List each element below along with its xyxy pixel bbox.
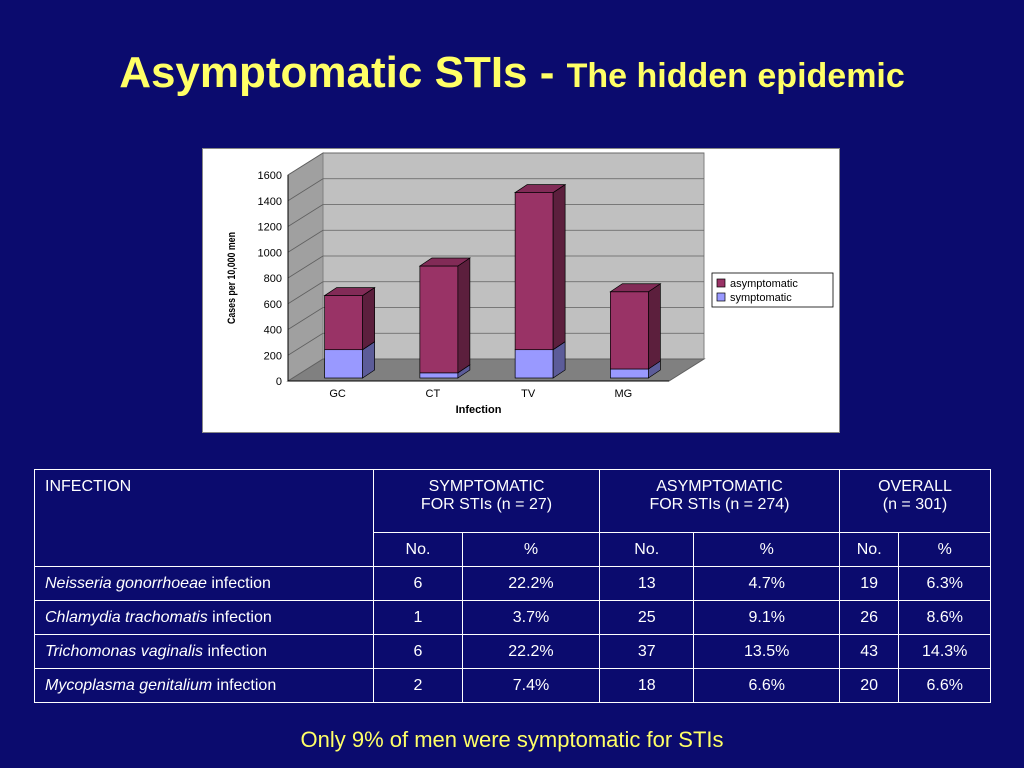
bar-asymptomatic-TV xyxy=(514,192,554,351)
table-cell: 14.3% xyxy=(898,634,991,669)
y-tick-label: 600 xyxy=(264,299,282,311)
x-tick-label: TV xyxy=(521,388,536,400)
table-cell: 18 xyxy=(598,668,695,703)
bar-symptomatic-TV xyxy=(514,349,554,379)
table-cell: 6.6% xyxy=(898,668,991,703)
bar-side-asymptomatic-CT xyxy=(457,257,471,374)
bar-asymptomatic-CT xyxy=(419,265,459,374)
infection-name: Neisseria gonorrhoeae infection xyxy=(34,566,374,601)
x-axis-title: Infection xyxy=(456,404,502,416)
y-tick-label: 1200 xyxy=(258,222,282,234)
title-sub: The hidden epidemic xyxy=(566,57,905,95)
table-cell: 22.2% xyxy=(461,634,601,669)
slide-title: Asymptomatic STIs - The hidden epidemic xyxy=(0,48,1024,98)
table-row: Neisseria gonorrhoeae infection 6 22.2% … xyxy=(34,566,991,601)
gridline-side xyxy=(287,307,324,330)
table-cell: 19 xyxy=(838,566,900,601)
x-tick-label: GC xyxy=(329,388,346,400)
y-tick-label: 1600 xyxy=(258,170,282,182)
legend-label-asymptomatic: asymptomatic xyxy=(730,278,798,290)
subheader-cell: % xyxy=(693,532,840,567)
bar-top-MG xyxy=(609,283,662,293)
table-cell: 37 xyxy=(598,634,695,669)
legend-swatch-asymptomatic xyxy=(716,278,726,288)
stacked-bar-chart: 0 200 400 600 800 1000 1200 1400 1600 Cases per 1… xyxy=(226,152,834,416)
table-cell: 13.5% xyxy=(693,634,840,669)
y-tick-label: 400 xyxy=(264,325,282,337)
bar-symptomatic-GC xyxy=(324,349,363,379)
table-cell: 6 xyxy=(373,634,463,669)
sti-table: INFECTION SYMPTOMATIC FOR STIs (n = 27) A… xyxy=(34,469,992,703)
table-cell: 43 xyxy=(838,634,900,669)
table-row: Mycoplasma genitalium infection 2 7.4% 1… xyxy=(34,668,991,703)
table-subheader-row: No. % No. % No. % xyxy=(35,532,991,567)
title-main: Asymptomatic STIs - xyxy=(119,48,567,97)
bar-symptomatic-CT xyxy=(419,372,459,379)
table-cell: 26 xyxy=(838,600,900,635)
y-tick-label: 1400 xyxy=(258,196,282,208)
infection-name: Chlamydia trachomatis infection xyxy=(34,600,374,635)
table-cell: 1 xyxy=(373,600,463,635)
table-cell: 13 xyxy=(598,566,695,601)
legend-swatch-symptomatic xyxy=(716,292,726,302)
gridline-side xyxy=(287,229,324,253)
table-cell: 8.6% xyxy=(898,600,991,635)
subheader-cell: No. xyxy=(373,532,463,567)
bar-side-asymptomatic-MG xyxy=(648,283,661,370)
header-asymptomatic: ASYMPTOMATIC FOR STIs (n = 274) xyxy=(599,469,840,533)
bar-side-asymptomatic-GC xyxy=(362,286,375,351)
gridline-side xyxy=(287,281,324,305)
footnote: Only 9% of men were symptomatic for STIs xyxy=(300,727,724,752)
y-axis-title: Cases per 10,000 men xyxy=(226,232,238,324)
bar-top-CT xyxy=(418,257,472,267)
subheader-cell: No. xyxy=(838,532,900,567)
gridline-side xyxy=(287,204,324,227)
gridline-side xyxy=(287,255,324,279)
infection-name: Trichomonas vaginalis infection xyxy=(34,634,374,669)
table-cell: 22.2% xyxy=(461,566,601,601)
bar-top-TV xyxy=(513,184,567,193)
bar-symptomatic-MG xyxy=(610,368,649,379)
y-tick-label: 1000 xyxy=(258,247,282,259)
table-cell: 9.1% xyxy=(693,600,840,635)
gridline-side xyxy=(287,332,324,356)
table-cell: 4.7% xyxy=(693,566,840,601)
subheader-cell: % xyxy=(461,532,601,567)
bar-side-asymptomatic-TV xyxy=(552,183,566,351)
table-header-row: INFECTION SYMPTOMATIC FOR STIs (n = 27) A… xyxy=(34,469,992,567)
x-tick-label: CT xyxy=(426,388,441,400)
gridline-side xyxy=(287,178,324,202)
y-tick-label: 200 xyxy=(264,350,282,362)
table-cell: 3.7% xyxy=(461,600,601,635)
bar-asymptomatic-MG xyxy=(610,291,649,370)
x-tick-label: MG xyxy=(615,388,633,400)
bar-asymptomatic-GC xyxy=(324,295,363,351)
table-cell: 6.3% xyxy=(898,566,991,601)
header-overall: OVERALL (n = 301) xyxy=(838,469,992,533)
legend-label-symptomatic: symptomatic xyxy=(730,292,792,304)
subheader-cell: No. xyxy=(598,532,695,567)
y-tick-label: 800 xyxy=(264,273,282,285)
legend-box xyxy=(711,272,834,308)
header-infection: INFECTION xyxy=(34,469,374,567)
subheader-cell: % xyxy=(898,532,991,567)
infection-name: Mycoplasma genitalium infection xyxy=(34,668,374,703)
table-cell: 7.4% xyxy=(461,668,601,703)
table-cell: 25 xyxy=(598,600,695,635)
table-cell: 2 xyxy=(373,668,463,703)
table-cell: 20 xyxy=(838,668,900,703)
bar-top-GC xyxy=(323,287,376,296)
table-cell: 6 xyxy=(373,566,463,601)
chart-panel: 0 200 400 600 800 1000 1200 1400 1600 Cases per 1… xyxy=(202,148,840,433)
header-symptomatic: SYMPTOMATIC FOR STIs (n = 27) xyxy=(373,469,600,533)
gridline-side xyxy=(287,152,324,176)
table-row: Trichomonas vaginalis infection 6 22.2% … xyxy=(34,634,991,669)
y-tick-label: 0 xyxy=(276,376,282,388)
table-cell: 6.6% xyxy=(693,668,840,703)
table-row: Chlamydia trachomatis infection 1 3.7% 2… xyxy=(34,600,991,635)
